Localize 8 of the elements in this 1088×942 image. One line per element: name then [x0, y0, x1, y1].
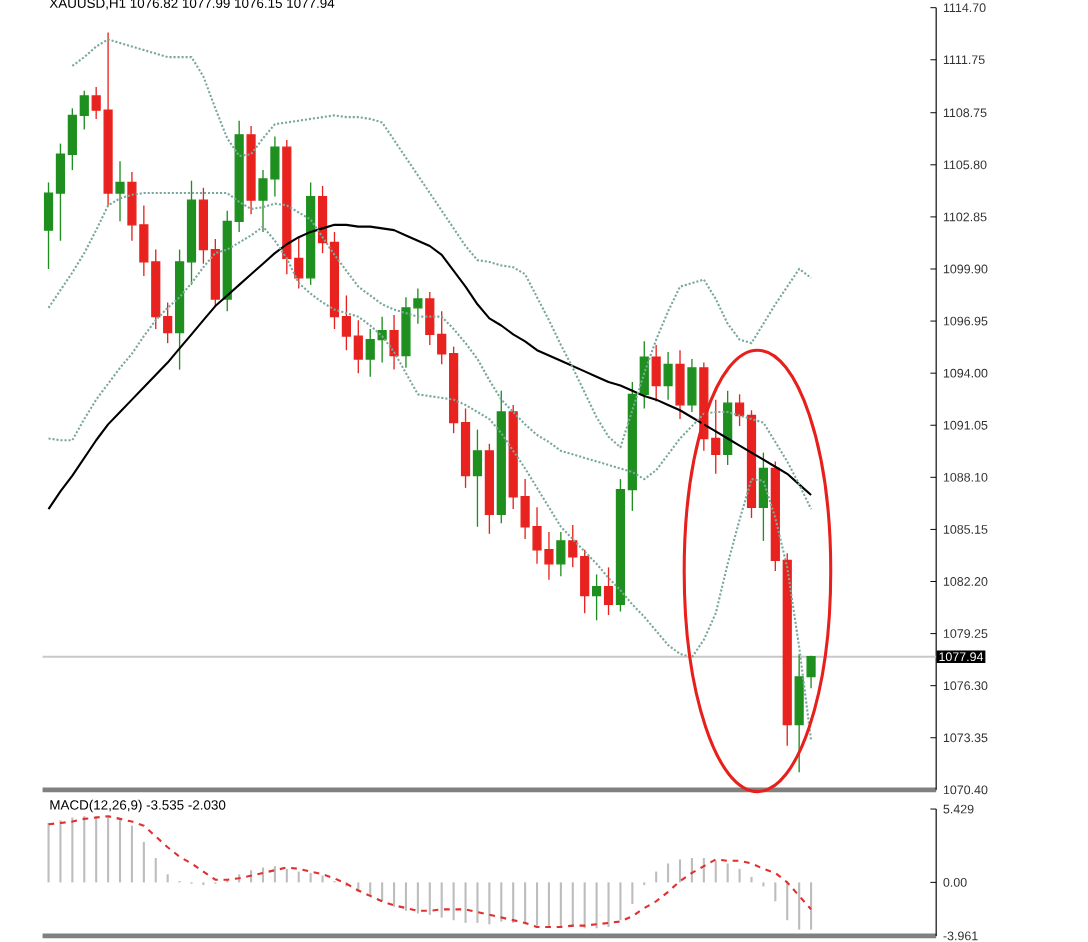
candlestick [389, 314, 399, 371]
candlestick [472, 429, 483, 528]
candlestick [115, 160, 125, 223]
candlestick [675, 349, 685, 420]
candlestick [246, 125, 256, 216]
candlestick [687, 358, 697, 413]
candlestick [556, 531, 566, 578]
candlestick [663, 351, 673, 401]
